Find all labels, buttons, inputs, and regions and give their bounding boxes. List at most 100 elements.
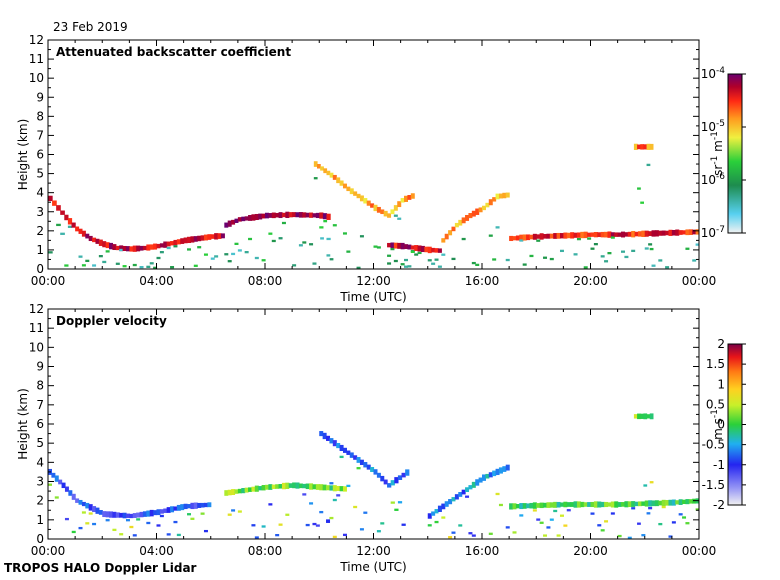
data-cell <box>580 501 585 508</box>
data-cell <box>556 501 561 508</box>
data-cell <box>559 233 564 239</box>
data-cell <box>475 208 480 215</box>
data-cell <box>448 536 453 539</box>
data-cell <box>58 479 63 485</box>
x-tick-label: 20:00 <box>573 274 608 288</box>
data-cell <box>637 413 641 420</box>
data-cell <box>359 195 364 202</box>
data-cell <box>261 485 266 491</box>
y-tick-label: 1 <box>36 513 44 527</box>
data-cell <box>492 258 497 261</box>
data-cell <box>604 501 609 508</box>
data-cell <box>356 193 361 199</box>
data-cell <box>665 230 670 236</box>
data-cell <box>685 499 690 505</box>
data-cell <box>576 237 581 241</box>
data-cell <box>115 245 120 251</box>
data-cell <box>387 262 392 265</box>
x-tick-label: 00:00 <box>31 544 66 558</box>
data-cell <box>332 535 337 539</box>
data-cell <box>305 212 310 218</box>
data-cell <box>549 233 554 239</box>
data-cell <box>458 492 463 497</box>
elevated-layer <box>313 161 415 269</box>
data-cell <box>407 195 412 200</box>
data-cell <box>458 524 463 527</box>
data-cell <box>566 232 571 239</box>
data-cell <box>251 486 256 492</box>
data-cell <box>326 213 331 220</box>
data-cell <box>309 243 314 246</box>
data-cell <box>312 484 317 490</box>
data-cell <box>153 266 158 269</box>
data-cell <box>624 232 629 237</box>
data-cell <box>587 232 592 237</box>
data-cell <box>590 501 595 508</box>
data-cell <box>163 508 168 513</box>
data-cell <box>522 234 527 241</box>
data-cell <box>563 232 568 239</box>
data-cell <box>495 226 500 229</box>
data-cell <box>200 512 205 515</box>
data-cell <box>404 244 409 250</box>
data-cell <box>376 246 381 249</box>
data-cell <box>349 452 354 458</box>
data-cell <box>553 501 558 508</box>
data-cell <box>441 253 446 256</box>
data-cell <box>604 260 609 263</box>
data-cell <box>505 258 510 262</box>
data-cell <box>190 236 195 243</box>
evening-cloud-layer <box>509 229 699 269</box>
data-cell <box>173 245 178 248</box>
data-cell <box>543 234 548 239</box>
y-tick-label: 8 <box>36 109 44 123</box>
data-cell <box>607 252 612 255</box>
y-tick-label: 11 <box>29 321 44 335</box>
data-cell <box>326 485 331 491</box>
x-tick-label: 00:00 <box>682 544 717 558</box>
data-cell <box>370 467 375 473</box>
data-cell <box>102 241 107 248</box>
colorbar <box>727 343 743 506</box>
data-cell <box>515 504 520 509</box>
data-cell <box>624 255 629 259</box>
data-cell <box>98 255 103 258</box>
data-cell <box>336 485 341 491</box>
data-cell <box>52 200 57 206</box>
data-cell <box>326 519 331 522</box>
data-cell <box>576 501 581 508</box>
data-cell <box>583 266 588 269</box>
data-cell <box>54 496 59 499</box>
data-cell <box>485 473 490 479</box>
x-tick-label: 04:00 <box>139 544 174 558</box>
data-cell <box>244 216 249 221</box>
data-cell <box>322 484 327 491</box>
data-cell <box>251 524 256 527</box>
colorbar-label: m s-1 <box>710 409 725 440</box>
data-cell <box>349 188 354 195</box>
colorbar-tick-label: 0.5 <box>706 397 725 411</box>
data-cell <box>237 510 242 513</box>
data-cell <box>387 242 392 248</box>
data-cell <box>566 502 571 507</box>
data-cell <box>342 232 347 235</box>
data-cell <box>637 187 641 190</box>
data-cell <box>427 259 432 262</box>
colorbar-tick-label: -1.5 <box>702 478 725 492</box>
data-cell <box>441 503 446 510</box>
data-cell <box>536 234 541 239</box>
data-cell <box>373 204 378 212</box>
data-cell <box>125 519 130 522</box>
colorbar-tick-label: 10-7 <box>701 225 725 240</box>
x-axis-label: Time (UTC) <box>339 560 406 574</box>
data-cell <box>526 234 531 241</box>
x-tick-label: 16:00 <box>465 274 500 288</box>
data-cell <box>285 513 290 516</box>
data-cell <box>397 475 403 480</box>
data-cell <box>498 503 503 507</box>
y-tick-label: 5 <box>36 436 44 450</box>
data-cell <box>320 237 324 240</box>
data-cell <box>78 255 83 258</box>
data-cell <box>359 235 364 238</box>
data-cell <box>203 253 208 256</box>
